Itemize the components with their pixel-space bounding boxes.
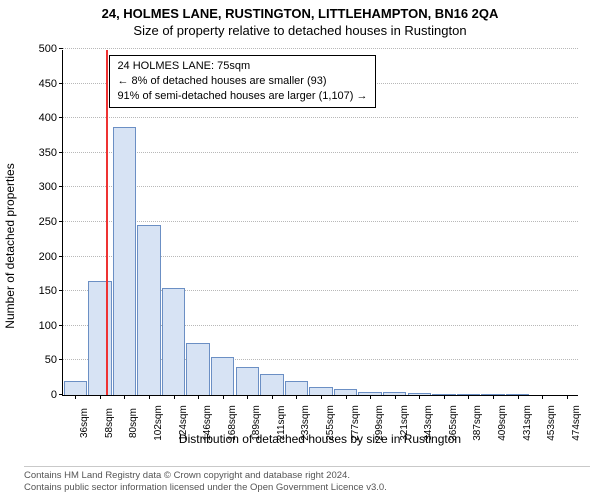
property-callout: 24 HOLMES LANE: 75sqm← 8% of detached ho… [109,55,375,108]
footer-line: Contains HM Land Registry data © Crown c… [24,470,590,482]
chart-container: Number of detached properties 0501001502… [28,46,582,446]
xtick-mark [174,395,175,399]
xtick-mark [346,395,347,399]
callout-line: ← 8% of detached houses are smaller (93) [117,74,367,89]
xtick-mark [198,395,199,399]
xtick-mark [75,395,76,399]
gridline [63,117,578,118]
histogram-bar [162,288,185,395]
xtick-mark [419,395,420,399]
page-subtitle: Size of property relative to detached ho… [0,23,600,38]
histogram-bar [186,343,209,395]
histogram-bar [64,381,87,395]
xtick-mark [395,395,396,399]
xtick-mark [223,395,224,399]
histogram-bar [309,387,332,395]
ytick-label: 500 [39,43,63,55]
xtick-mark [296,395,297,399]
ytick-label: 100 [39,320,63,332]
xtick-mark [444,395,445,399]
gridline [63,186,578,187]
ytick-label: 250 [39,216,63,228]
xtick-mark [468,395,469,399]
footer-line: Contains public sector information licen… [24,482,590,494]
xtick-mark [124,395,125,399]
histogram-bar [137,225,160,395]
ytick-label: 50 [45,354,63,366]
ytick-label: 200 [39,251,63,263]
callout-line: 91% of semi-detached houses are larger (… [117,89,367,104]
ytick-label: 150 [39,285,63,297]
xtick-mark [567,395,568,399]
xtick-mark [542,395,543,399]
histogram-bar [260,374,283,395]
xtick-mark [370,395,371,399]
callout-line: 24 HOLMES LANE: 75sqm [117,59,367,74]
xtick-mark [493,395,494,399]
attribution-footer: Contains HM Land Registry data © Crown c… [24,466,590,494]
histogram-bar [113,127,136,395]
ytick-label: 400 [39,112,63,124]
gridline [63,48,578,49]
xtick-mark [100,395,101,399]
histogram-bar [211,357,234,395]
property-marker-line [106,50,108,395]
y-axis-label: Number of detached properties [3,163,17,328]
ytick-label: 0 [51,389,63,401]
xtick-mark [149,395,150,399]
xtick-mark [321,395,322,399]
histogram-bar [236,367,259,395]
ytick-label: 300 [39,181,63,193]
xtick-mark [247,395,248,399]
histogram-bar [285,381,308,395]
page-title: 24, HOLMES LANE, RUSTINGTON, LITTLEHAMPT… [0,6,600,21]
ytick-label: 450 [39,78,63,90]
xtick-mark [518,395,519,399]
gridline [63,152,578,153]
gridline [63,221,578,222]
ytick-label: 350 [39,147,63,159]
xtick-mark [272,395,273,399]
x-axis-label: Distribution of detached houses by size … [62,432,578,446]
plot-area: 05010015020025030035040045050036sqm58sqm… [62,50,578,396]
